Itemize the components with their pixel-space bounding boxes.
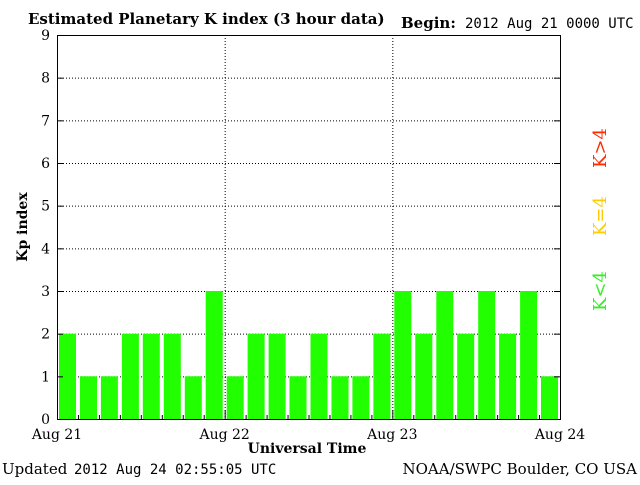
x-tick-label: Aug 22 — [198, 427, 249, 443]
chart-title: Estimated Planetary K index (3 hour data… — [28, 10, 385, 28]
kp-bar — [331, 376, 349, 419]
updated-label: Updated — [2, 460, 68, 478]
kp-bar — [163, 333, 181, 419]
plot-frame — [57, 35, 561, 420]
kp-bar — [100, 376, 118, 419]
kp-bar — [415, 333, 433, 419]
y-tick-label: 3 — [41, 284, 50, 300]
y-tick-labels: 0 1 2 3 4 5 6 7 8 9 — [41, 28, 50, 428]
bar-series — [59, 291, 558, 419]
kp-bar — [226, 376, 244, 419]
y-tick-label: 0 — [41, 412, 50, 428]
y-tick-label: 9 — [41, 28, 50, 44]
kp-bar — [310, 333, 328, 419]
kp-bar — [205, 291, 223, 419]
x-tick-labels: Aug 21 Aug 22 Aug 23 Aug 24 — [31, 427, 585, 443]
kp-bar — [80, 376, 97, 419]
kp-bar — [142, 333, 160, 419]
begin-date: 2012 Aug 21 0000 UTC — [465, 16, 634, 32]
kp-bar — [59, 333, 76, 419]
x-tick-label: Aug 21 — [31, 427, 82, 443]
kp-bar — [499, 333, 517, 419]
y-tick-label: 4 — [41, 241, 50, 257]
axes — [57, 35, 561, 420]
y-tick-label: 7 — [41, 113, 50, 129]
y-axis-label: Kp index — [15, 192, 31, 262]
begin-label: Begin: — [401, 14, 456, 32]
y-tick-label: 8 — [41, 71, 50, 87]
kp-bar — [478, 291, 496, 419]
kp-bar — [184, 376, 202, 419]
legend-k-equal-4: K=4 — [590, 196, 611, 236]
x-tick-label: Aug 23 — [366, 427, 417, 443]
legend-k-less-4: K<4 — [590, 271, 611, 311]
kp-bar — [394, 291, 412, 419]
kp-bar — [352, 376, 370, 419]
y-tick-label: 1 — [41, 369, 50, 385]
x-axis-label: Universal Time — [248, 441, 367, 457]
kp-bar — [289, 376, 307, 419]
kp-bar — [247, 333, 265, 419]
legend-k-greater-4: K>4 — [590, 128, 611, 168]
y-tick-label: 6 — [41, 156, 50, 172]
kp-bar — [373, 333, 391, 419]
kp-bar — [436, 291, 454, 419]
credit-text: NOAA/SWPC Boulder, CO USA — [402, 460, 637, 478]
kp-bar — [520, 291, 538, 419]
kp-bar — [268, 333, 286, 419]
kp-bar — [121, 333, 139, 419]
updated-timestamp: 2012 Aug 24 02:55:05 UTC — [74, 462, 276, 478]
y-tick-label: 5 — [41, 199, 50, 215]
x-tick-label: Aug 24 — [534, 427, 585, 443]
grid-lines — [57, 35, 560, 419]
y-tick-label: 2 — [41, 327, 50, 343]
kp-bar — [541, 376, 558, 419]
kp-bar — [457, 333, 475, 419]
